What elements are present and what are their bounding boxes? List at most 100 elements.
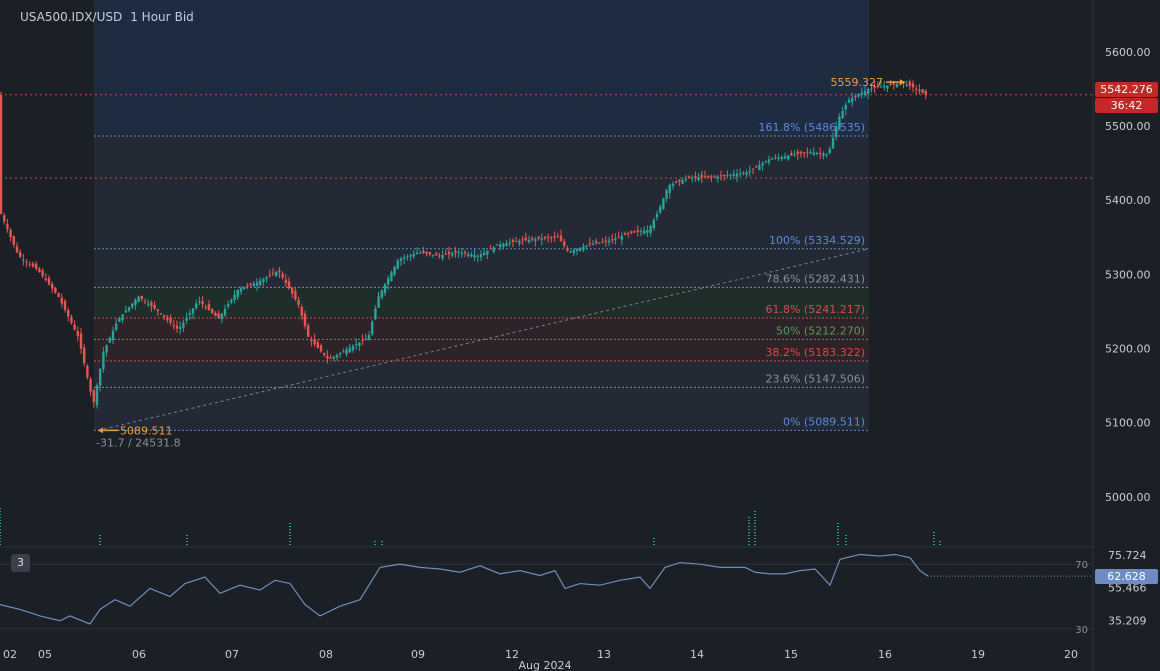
candle-body bbox=[543, 236, 547, 239]
candle-body bbox=[854, 96, 857, 98]
candle-body bbox=[828, 149, 831, 154]
high-label: 5559.327 bbox=[831, 76, 884, 89]
candle-body bbox=[790, 153, 793, 156]
x-tick-label: 02 bbox=[3, 648, 17, 661]
candle-body bbox=[540, 238, 543, 240]
candle-body bbox=[508, 242, 511, 244]
candle-body bbox=[102, 352, 105, 370]
candle-body bbox=[451, 253, 454, 256]
candle-body bbox=[614, 238, 617, 241]
candle-body bbox=[895, 83, 899, 88]
indicator-index-badge[interactable]: 3 bbox=[11, 554, 30, 572]
candle-body bbox=[249, 283, 252, 285]
candle-body bbox=[287, 281, 291, 289]
candle-body bbox=[297, 299, 300, 305]
candle-body bbox=[271, 272, 275, 274]
candle-body bbox=[92, 390, 95, 403]
candle-body bbox=[326, 355, 329, 359]
candle-body bbox=[915, 88, 918, 90]
x-tick-label: 13 bbox=[597, 648, 611, 661]
candle-body bbox=[585, 245, 588, 247]
candle-body bbox=[764, 161, 767, 163]
candle-body bbox=[873, 85, 876, 88]
candle-body bbox=[444, 253, 447, 255]
candle-body bbox=[86, 366, 89, 378]
fib-zone-green bbox=[94, 287, 869, 318]
candle-body bbox=[345, 349, 348, 355]
candle-body bbox=[918, 89, 921, 92]
y-tick-label: 5000.00 bbox=[1105, 491, 1151, 504]
candle-body bbox=[156, 309, 159, 311]
candle-body bbox=[838, 116, 841, 130]
candle-body bbox=[409, 255, 412, 257]
candle-body bbox=[163, 315, 166, 317]
low-label: 5089.511 bbox=[120, 424, 173, 437]
axis-layer: 5600.00 5500.00 5400.00 5300.00 5200.00 5100.… bbox=[3, 46, 1151, 671]
candle-body bbox=[121, 314, 124, 321]
candle-body bbox=[111, 330, 115, 341]
candle-body bbox=[335, 354, 339, 358]
candle-body bbox=[844, 104, 847, 110]
symbol-label: USA500.IDX/USD bbox=[20, 10, 123, 24]
fib-label: 50% (5212.270) bbox=[776, 324, 865, 337]
candle-body bbox=[470, 254, 473, 257]
candle-body bbox=[131, 303, 134, 308]
candle-body bbox=[886, 85, 889, 89]
candle-body bbox=[703, 176, 707, 178]
projection-zone bbox=[94, 0, 869, 137]
candle-body bbox=[755, 166, 758, 168]
candle-body bbox=[835, 126, 838, 138]
candle-body bbox=[777, 157, 780, 159]
candle-body bbox=[377, 296, 380, 308]
interval-label: 1 Hour bbox=[130, 10, 171, 24]
candle-body bbox=[553, 236, 556, 238]
candle-body bbox=[83, 347, 86, 364]
candle-body bbox=[876, 86, 879, 88]
candle-body bbox=[601, 241, 604, 243]
candle-body bbox=[403, 257, 406, 259]
candle-body bbox=[870, 88, 873, 90]
candle-body bbox=[255, 282, 259, 286]
candle-body bbox=[361, 339, 364, 341]
candle-body bbox=[159, 313, 163, 315]
y-tick-label: 5500.00 bbox=[1105, 120, 1151, 133]
x-tick-label: 05 bbox=[38, 648, 52, 661]
candle-body bbox=[419, 252, 422, 254]
candle-body bbox=[518, 240, 521, 244]
candle-body bbox=[127, 307, 131, 311]
candle-body bbox=[367, 334, 371, 340]
candle-body bbox=[246, 285, 249, 287]
candle-body bbox=[534, 239, 537, 241]
rsi-layer: 70 30 75.724 55.466 35.209 bbox=[0, 549, 1147, 636]
candle-body bbox=[729, 174, 732, 176]
candle-body bbox=[483, 252, 486, 255]
y-tick-label: 5100.00 bbox=[1105, 417, 1151, 430]
candle-body bbox=[0, 94, 3, 214]
candle-body bbox=[147, 303, 150, 305]
candle-body bbox=[185, 317, 188, 321]
candle-body bbox=[383, 284, 387, 293]
low-arrowhead bbox=[98, 427, 103, 434]
candle-body bbox=[723, 174, 726, 176]
candle-body bbox=[524, 237, 527, 241]
fib-label: 0% (5089.511) bbox=[783, 415, 865, 428]
candle-body bbox=[284, 279, 287, 283]
candle-body bbox=[857, 94, 860, 97]
last-price-tag: 5542.276 bbox=[1095, 82, 1158, 97]
fib-label: 23.6% (5147.506) bbox=[765, 372, 865, 385]
candle-body bbox=[889, 83, 892, 85]
candle-body bbox=[908, 81, 911, 86]
candle-body bbox=[579, 247, 582, 251]
x-month-label: Aug 2024 bbox=[519, 659, 572, 671]
candle-body bbox=[118, 317, 121, 322]
x-tick-label: 06 bbox=[132, 648, 146, 661]
candle-body bbox=[479, 254, 483, 258]
candle-body bbox=[220, 313, 223, 320]
candle-body bbox=[99, 368, 102, 386]
candle-body bbox=[428, 252, 431, 255]
candle-body bbox=[639, 231, 643, 233]
candle-body bbox=[569, 251, 572, 253]
candle-body bbox=[425, 251, 428, 254]
candle-body bbox=[70, 316, 73, 324]
